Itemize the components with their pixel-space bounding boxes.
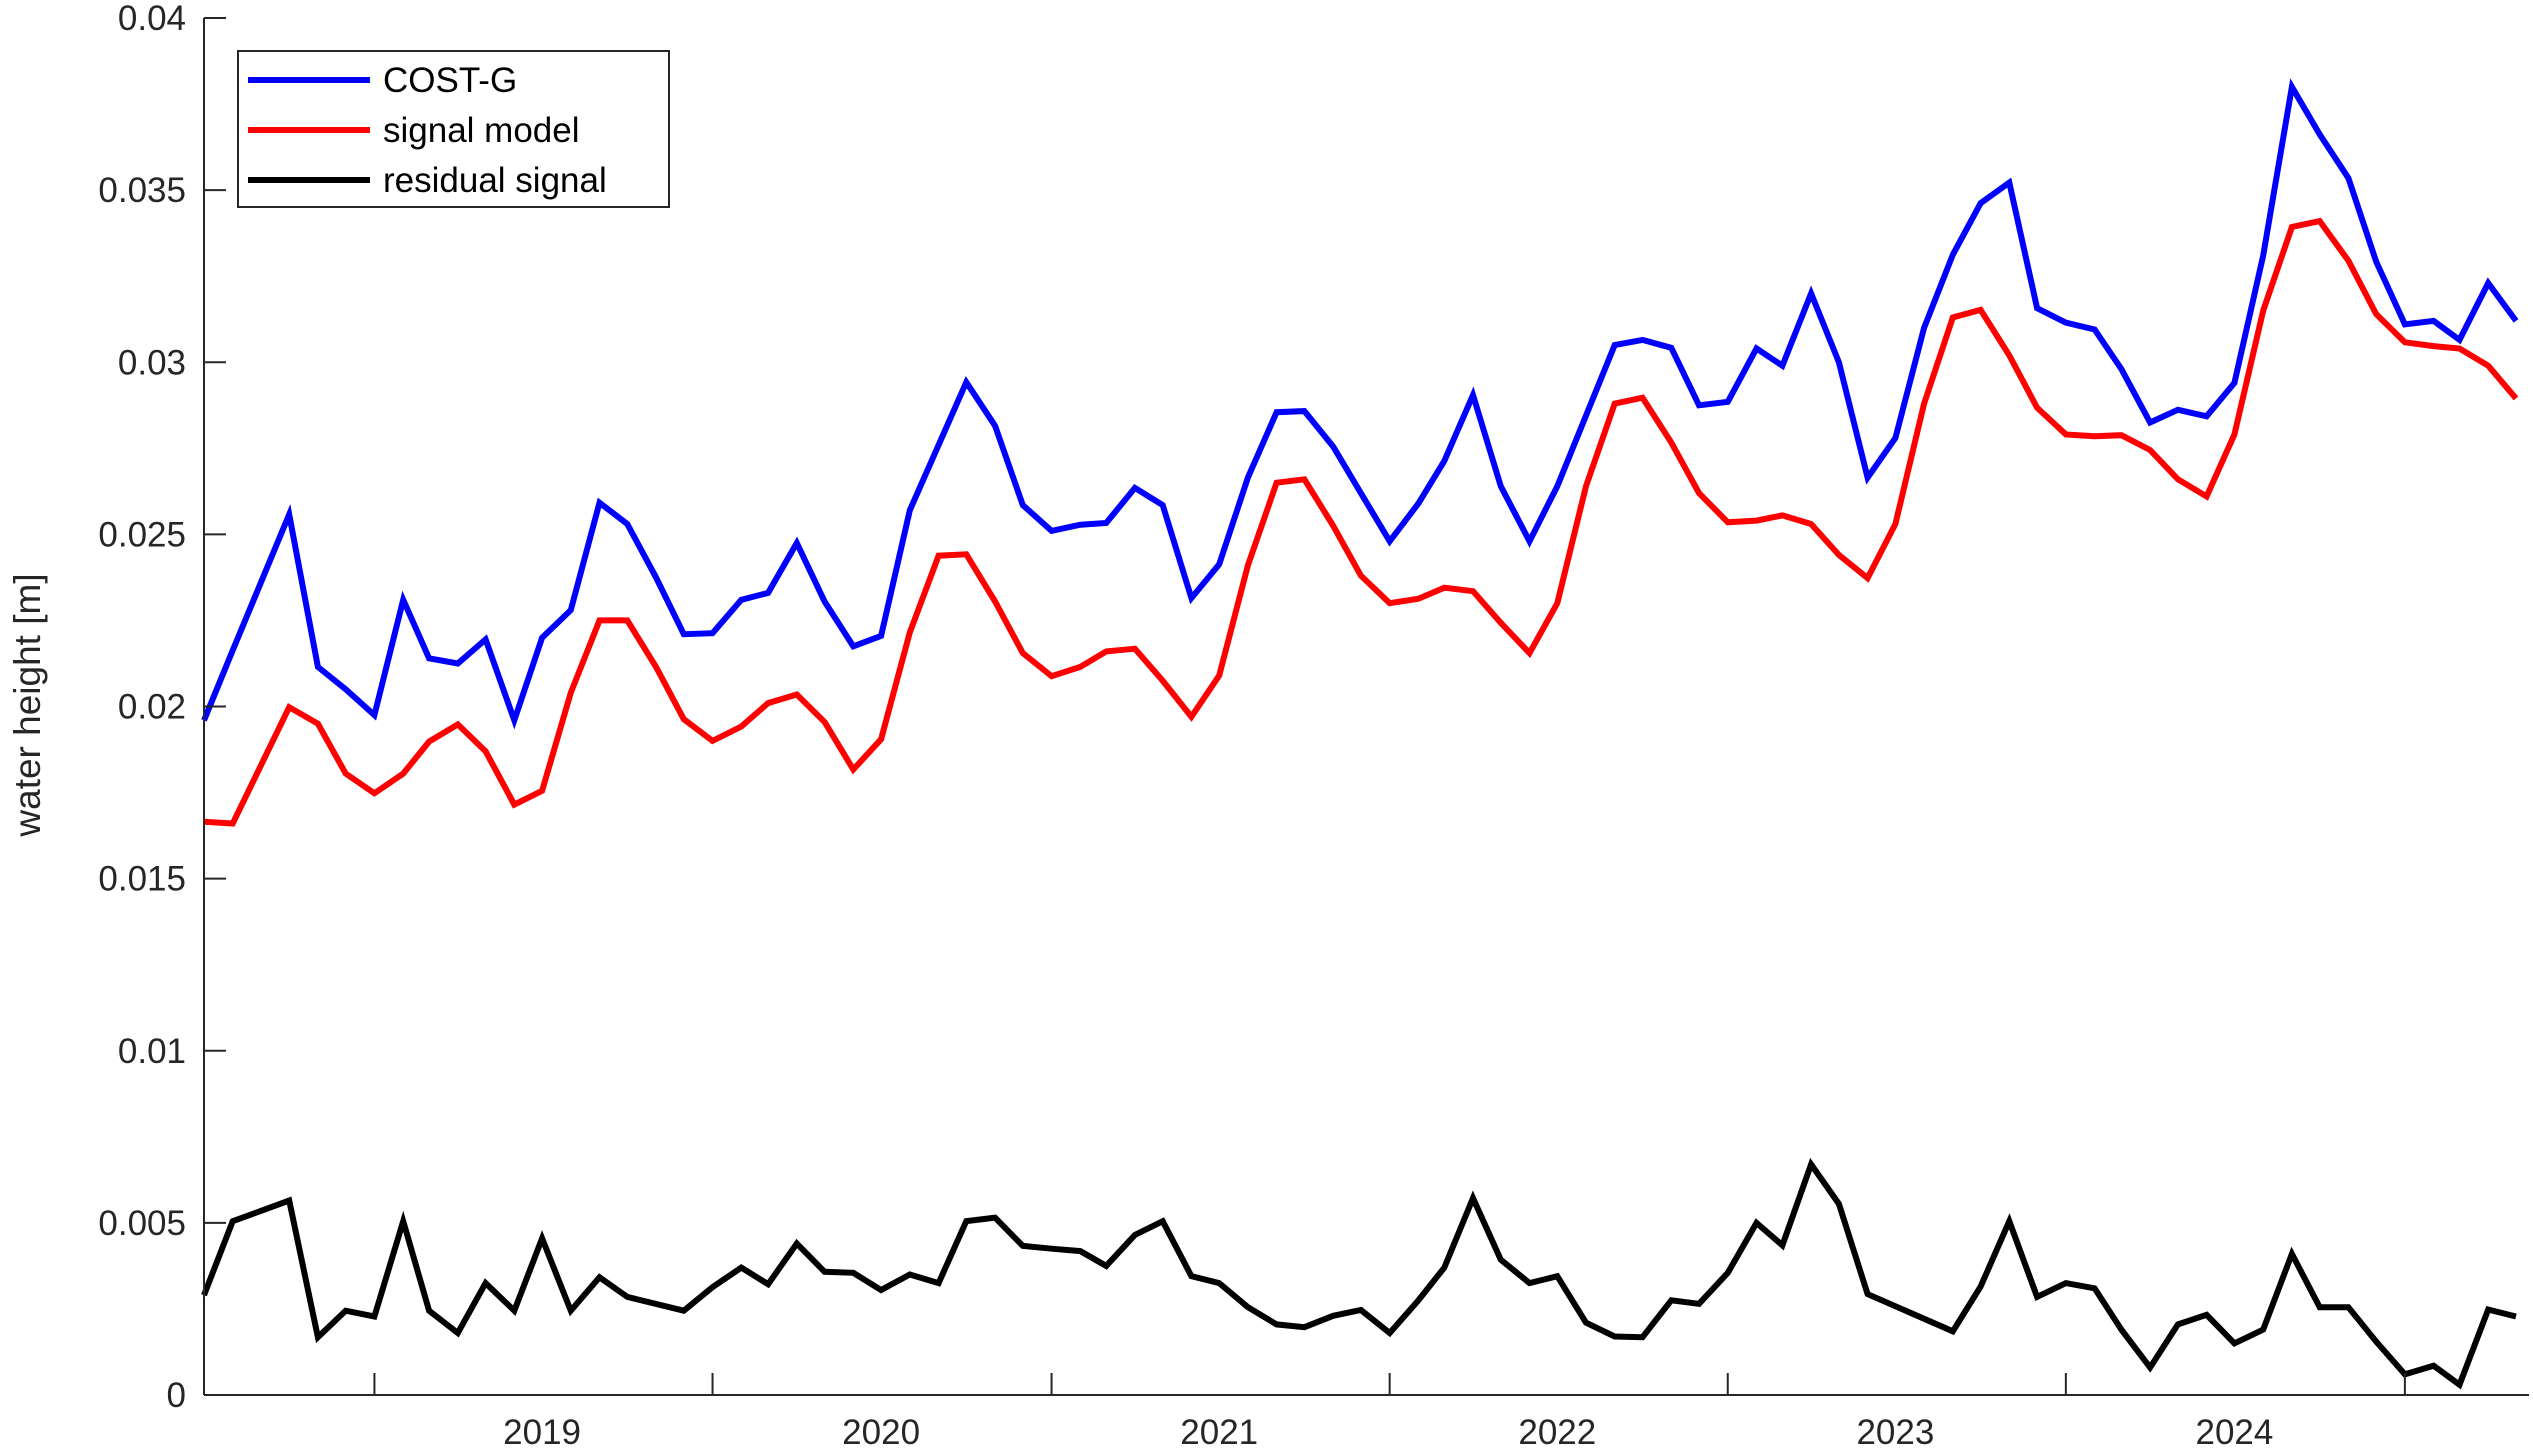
x-tick-label: 2024 <box>2196 1413 2274 1452</box>
legend-label-signal-model: signal model <box>383 111 580 150</box>
y-axis-label: water height [m] <box>7 573 48 837</box>
y-tick-label: 0.005 <box>98 1204 186 1243</box>
series-line-cost-g <box>201 78 2519 730</box>
y-ticks: 0 0.005 0.01 0.015 0.02 0.025 0.03 0.035 0.04 <box>98 0 226 1415</box>
series-layer <box>201 78 2519 1390</box>
legend: COST-G signal model residual signal <box>237 50 670 208</box>
x-tick-label: 2023 <box>1856 1413 1934 1452</box>
y-tick-label: 0.04 <box>118 0 186 38</box>
x-tick-label: 2020 <box>842 1413 920 1452</box>
y-tick-label: 0.01 <box>118 1032 186 1071</box>
y-tick-label: 0.03 <box>118 343 186 382</box>
series-line-signal-model <box>203 217 2519 827</box>
legend-label-residual-signal: residual signal <box>383 161 607 200</box>
x-tick-label: 2022 <box>1518 1413 1596 1452</box>
x-tick-label: 2021 <box>1180 1413 1258 1452</box>
y-tick-label: 0.02 <box>118 688 186 727</box>
series-line-residual-signal <box>201 1157 2517 1390</box>
y-tick-label: 0.035 <box>98 171 186 210</box>
y-tick-label: 0.025 <box>98 515 186 554</box>
y-tick-label: 0.015 <box>98 860 186 899</box>
axes <box>203 18 2529 1396</box>
y-tick-label: 0 <box>167 1376 186 1415</box>
x-tick-label: 2019 <box>503 1413 581 1452</box>
legend-entries: COST-G signal model residual signal <box>248 61 607 200</box>
legend-label-cost-g: COST-G <box>383 61 517 100</box>
x-ticks: 2019202020212022202320242025 <box>373 1373 2406 1452</box>
